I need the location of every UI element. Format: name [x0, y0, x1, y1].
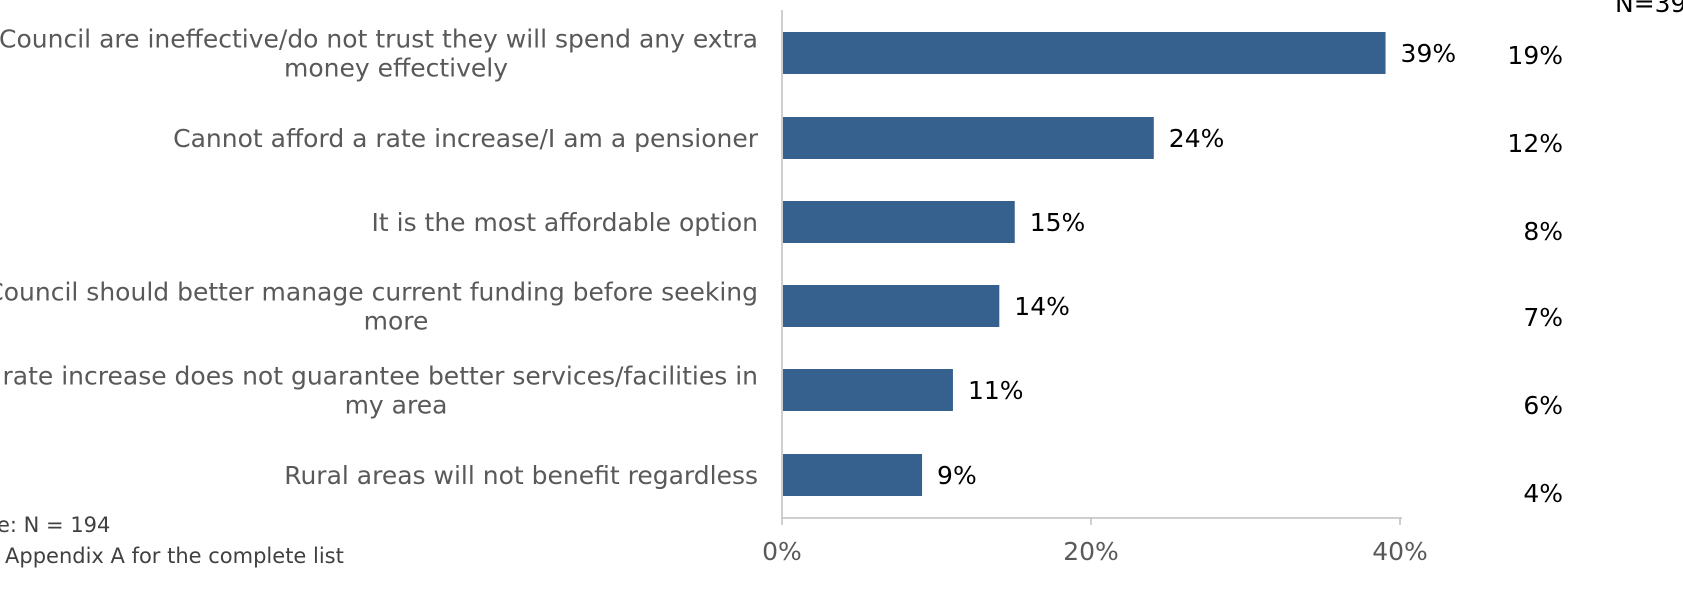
category-label-line: Rural areas will not benefit regardless [284, 461, 758, 490]
x-tick-label: 40% [1372, 537, 1428, 566]
category-label-line: A rate increase does not guarantee bette… [0, 362, 758, 391]
bar-value-labels: 39% 24% 15% 14% 11% 9% [937, 39, 1456, 490]
side-column: N=39 19% 12% 8% 7% 6% 4% [1507, 0, 1683, 508]
chart-axes [781, 10, 1402, 519]
category-label-line: Council should better manage current fun… [0, 278, 758, 307]
category-label: A rate increase does not guarantee bette… [0, 362, 758, 420]
bar [783, 117, 1154, 159]
category-label-line: money effectively [284, 54, 508, 83]
side-column-header: N=39 [1615, 0, 1683, 18]
bar-value-label: 15% [1030, 208, 1086, 237]
appendix-note: Appendix A for the complete list [5, 544, 344, 568]
base-note: e: N = 194 [0, 513, 110, 537]
category-labels: Council are ineffective/do not trust the… [0, 25, 759, 491]
chart-bars [783, 32, 1386, 496]
category-label: Rural areas will not benefit regardless [284, 461, 758, 490]
bar-value-label: 9% [937, 461, 977, 490]
side-column-value: 7% [1523, 303, 1563, 332]
side-column-value: 12% [1507, 129, 1563, 158]
bar-value-label: 39% [1401, 39, 1457, 68]
category-label-line: Council are ineffective/do not trust the… [0, 25, 758, 54]
x-axis-ticks: 0% 20% 40% [762, 518, 1428, 566]
bar-value-label: 14% [1014, 292, 1070, 321]
x-tick-label: 20% [1063, 537, 1119, 566]
category-label: Council are ineffective/do not trust the… [0, 25, 758, 83]
side-column-value: 4% [1523, 479, 1563, 508]
category-label-line: It is the most affordable option [372, 208, 759, 237]
bar [783, 454, 923, 496]
bar [783, 285, 1000, 327]
category-label-line: more [364, 307, 429, 336]
category-label: Council should better manage current fun… [0, 278, 758, 336]
side-column-value: 8% [1523, 217, 1563, 246]
bar-value-label: 11% [968, 376, 1024, 405]
category-label-line: Cannot afford a rate increase/I am a pen… [173, 124, 759, 153]
category-label: It is the most affordable option [372, 208, 759, 237]
bar [783, 201, 1015, 243]
x-tick-label: 0% [762, 537, 802, 566]
chart-notes: e: N = 194 Appendix A for the complete l… [0, 513, 344, 568]
bar [783, 369, 953, 411]
category-label-line: my area [345, 391, 448, 420]
bar [783, 32, 1386, 74]
bar-value-label: 24% [1169, 124, 1225, 153]
side-column-value: 19% [1507, 41, 1563, 70]
category-label: Cannot afford a rate increase/I am a pen… [173, 124, 759, 153]
side-column-value: 6% [1523, 391, 1563, 420]
